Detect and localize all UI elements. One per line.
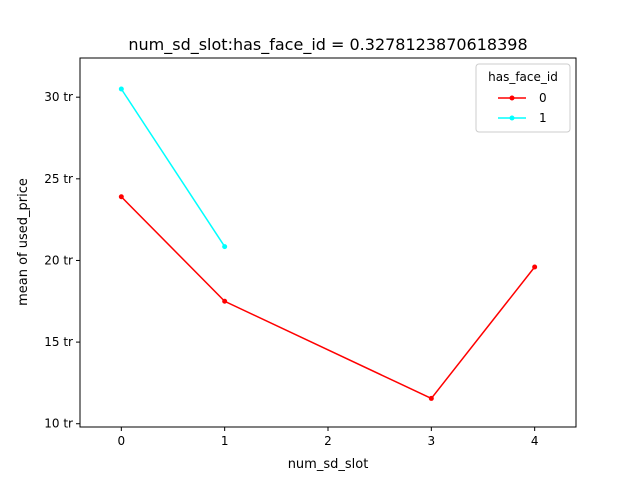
series-line-1 [120, 88, 226, 247]
y-tick-label: 25 tr [44, 172, 73, 186]
data-point-series-1 [118, 86, 124, 92]
legend-swatch-marker [509, 95, 515, 101]
y-tick-label: 30 tr [44, 90, 73, 104]
legend-title: has_face_id [488, 70, 558, 84]
y-tick-label: 15 tr [44, 335, 73, 349]
x-tick-label: 3 [428, 434, 436, 448]
series-line-0 [120, 196, 536, 400]
data-point-series-0 [532, 264, 538, 270]
y-axis-ticks: 10 tr 15 tr 20 tr 25 tr 30 tr [44, 90, 80, 431]
data-point-series-0 [118, 194, 124, 200]
y-tick-label: 10 tr [44, 417, 73, 431]
x-tick-label: 2 [324, 434, 332, 448]
x-tick-label: 4 [531, 434, 539, 448]
x-tick-label: 0 [118, 434, 126, 448]
x-axis-label: num_sd_slot [288, 457, 369, 472]
x-tick-label: 1 [221, 434, 229, 448]
data-point-series-0 [222, 298, 228, 304]
x-axis-ticks: 0 1 2 3 4 [118, 427, 539, 448]
legend-label: 0 [539, 91, 547, 105]
legend-swatch-marker [509, 115, 515, 121]
data-point-series-1 [222, 244, 228, 250]
chart-title: num_sd_slot:has_face_id = 0.327812387061… [128, 35, 527, 55]
data-point-series-0 [428, 395, 434, 401]
legend: has_face_id 0 1 [475, 63, 571, 133]
legend-label: 1 [539, 111, 547, 125]
series-layer [118, 86, 538, 401]
y-tick-label: 20 tr [44, 253, 73, 267]
y-axis-label: mean of used_price [16, 178, 31, 306]
